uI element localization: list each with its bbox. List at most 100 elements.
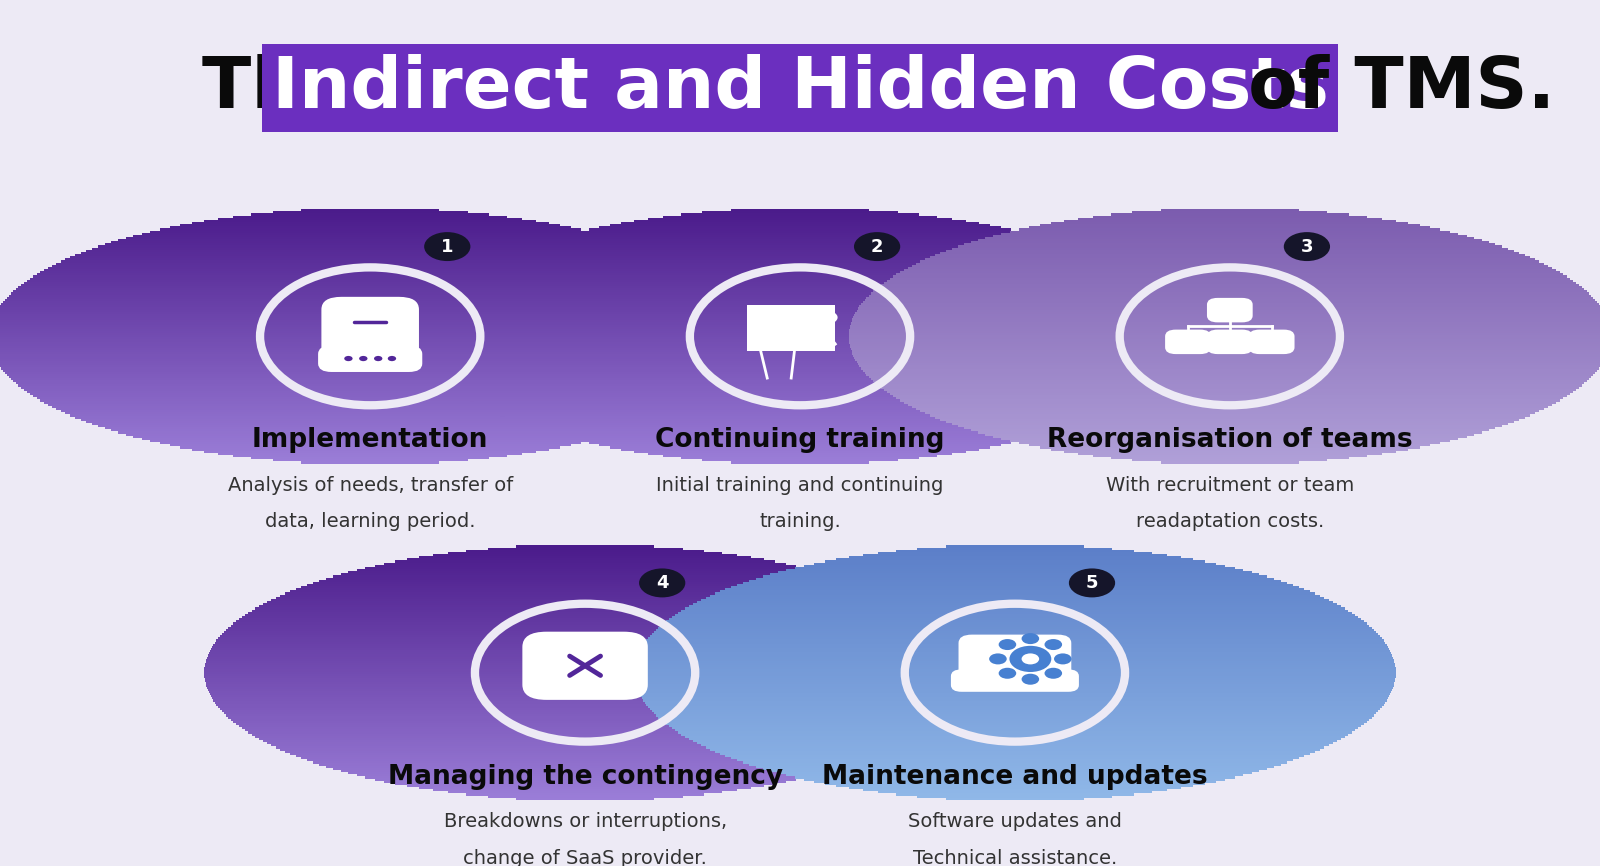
Bar	[421, 325, 1179, 326]
Bar	[75, 417, 666, 418]
Bar	[181, 446, 560, 449]
Bar	[634, 675, 1395, 678]
Bar	[66, 258, 675, 261]
Bar	[571, 233, 1029, 235]
Bar	[853, 316, 1600, 318]
Bar	[234, 721, 938, 723]
Bar	[296, 755, 875, 757]
Bar	[24, 389, 717, 391]
Bar	[432, 303, 1168, 306]
Bar	[946, 249, 1514, 252]
Bar	[672, 727, 1358, 729]
Bar	[30, 393, 710, 395]
Bar	[104, 427, 635, 430]
Bar	[434, 370, 1166, 372]
Bar	[890, 277, 1570, 280]
Bar	[226, 629, 944, 631]
Circle shape	[1045, 639, 1062, 650]
Bar	[1019, 229, 1440, 230]
Circle shape	[638, 568, 685, 598]
Bar	[869, 376, 1590, 378]
Bar	[357, 569, 814, 572]
Bar	[742, 582, 1286, 584]
Bar	[1051, 449, 1408, 450]
Bar	[424, 354, 1176, 357]
Bar	[864, 372, 1595, 374]
Bar	[208, 655, 963, 656]
Bar	[307, 759, 862, 761]
Bar	[522, 423, 1078, 425]
Bar	[795, 776, 1235, 779]
Bar	[720, 753, 1310, 755]
Bar	[230, 624, 939, 627]
Bar	[112, 430, 629, 431]
Bar	[837, 559, 1194, 560]
Text: Breakdowns or interruptions,: Breakdowns or interruptions,	[443, 812, 726, 831]
Bar	[406, 785, 763, 787]
Bar	[48, 404, 693, 406]
Bar	[222, 710, 949, 712]
Bar	[896, 550, 1134, 552]
Bar	[170, 226, 571, 229]
Circle shape	[1021, 654, 1038, 664]
Bar	[637, 655, 1392, 656]
Bar	[861, 303, 1598, 306]
Bar	[805, 779, 1226, 780]
Bar	[53, 406, 688, 408]
Bar	[21, 386, 720, 389]
FancyBboxPatch shape	[1206, 330, 1253, 354]
Bar	[70, 256, 670, 258]
Bar	[896, 397, 1563, 399]
Bar	[437, 373, 1163, 376]
Bar	[893, 275, 1566, 278]
Bar	[229, 716, 942, 719]
Bar	[0, 338, 750, 339]
Bar	[651, 710, 1378, 712]
Bar	[496, 258, 1104, 261]
Bar	[285, 592, 885, 595]
Bar	[0, 320, 749, 322]
Bar	[21, 284, 720, 286]
Bar	[45, 269, 696, 271]
Bar	[965, 243, 1496, 246]
Bar	[1078, 453, 1382, 455]
Bar	[701, 599, 1328, 601]
Bar	[419, 326, 1181, 329]
Bar	[0, 312, 744, 314]
Bar	[482, 406, 1118, 408]
Bar	[24, 281, 717, 284]
Bar	[434, 789, 738, 792]
Bar	[0, 326, 750, 329]
Bar	[610, 446, 990, 449]
Bar	[301, 462, 440, 463]
Bar	[126, 434, 614, 436]
Bar	[930, 256, 1530, 258]
Bar	[488, 796, 683, 798]
Bar	[1093, 216, 1366, 217]
Bar	[272, 459, 467, 462]
Bar	[738, 584, 1293, 586]
Bar	[1029, 444, 1430, 447]
Bar	[600, 226, 1000, 229]
Bar	[621, 222, 979, 224]
Bar	[216, 703, 954, 706]
Bar	[589, 442, 1011, 444]
Bar	[763, 575, 1267, 578]
Bar	[48, 267, 693, 269]
Bar	[510, 418, 1090, 421]
Bar	[326, 766, 845, 768]
Text: of TMS.: of TMS.	[1222, 54, 1555, 123]
Bar	[1051, 222, 1408, 224]
Bar	[0, 335, 750, 338]
Bar	[11, 293, 730, 294]
Bar	[451, 284, 1149, 286]
Bar	[10, 294, 731, 297]
Bar	[422, 318, 1178, 320]
Bar	[986, 237, 1474, 239]
Text: 2: 2	[870, 237, 883, 255]
Bar	[426, 359, 1174, 361]
Bar	[486, 262, 1114, 265]
Bar	[1160, 462, 1299, 463]
Bar	[491, 261, 1109, 262]
Bar	[419, 338, 1181, 339]
